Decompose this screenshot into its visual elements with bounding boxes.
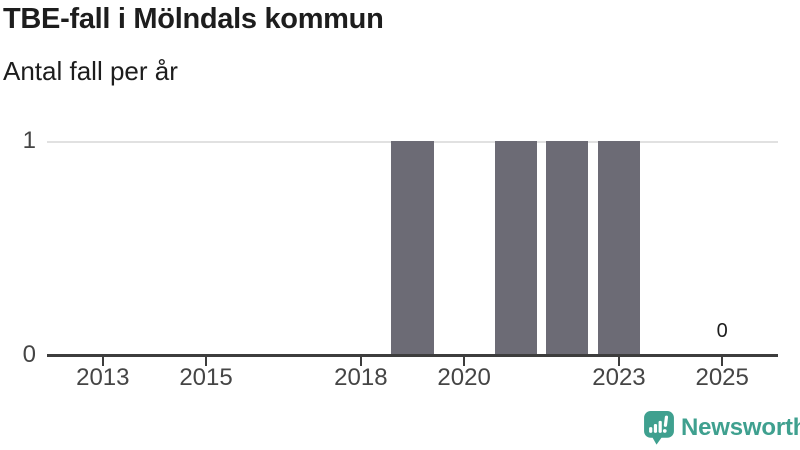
chart-subtitle: Antal fall per år [3, 56, 178, 86]
brand-name: Newsworthy [681, 414, 800, 441]
x-axis-tick-label: 2025 [695, 364, 749, 391]
x-axis-tick-label: 2023 [592, 364, 646, 391]
bar [546, 141, 589, 357]
y-axis-tick-label: 1 [22, 127, 36, 154]
bar [391, 141, 434, 357]
y-axis-tick-label: 0 [22, 341, 36, 368]
x-axis-tick-label: 2018 [334, 364, 388, 391]
x-axis-tick [359, 357, 362, 366]
bar [597, 141, 641, 357]
value-label: 0 [716, 320, 728, 342]
bar [494, 141, 537, 357]
x-axis-tick [721, 357, 724, 366]
x-axis-line [47, 354, 778, 357]
newsworthy-logo-icon [644, 411, 674, 445]
x-axis-tick [101, 357, 104, 366]
chart-title: TBE-fall i Mölndals kommun [3, 3, 384, 35]
x-axis-tick-label: 2020 [437, 364, 491, 391]
x-axis-tick [205, 357, 208, 366]
x-axis-tick-label: 2013 [76, 364, 130, 391]
x-axis-tick [463, 357, 466, 366]
brand-footer: Newsworthy [644, 411, 800, 445]
x-axis-tick-label: 2015 [179, 364, 233, 391]
x-axis-tick [617, 357, 620, 366]
